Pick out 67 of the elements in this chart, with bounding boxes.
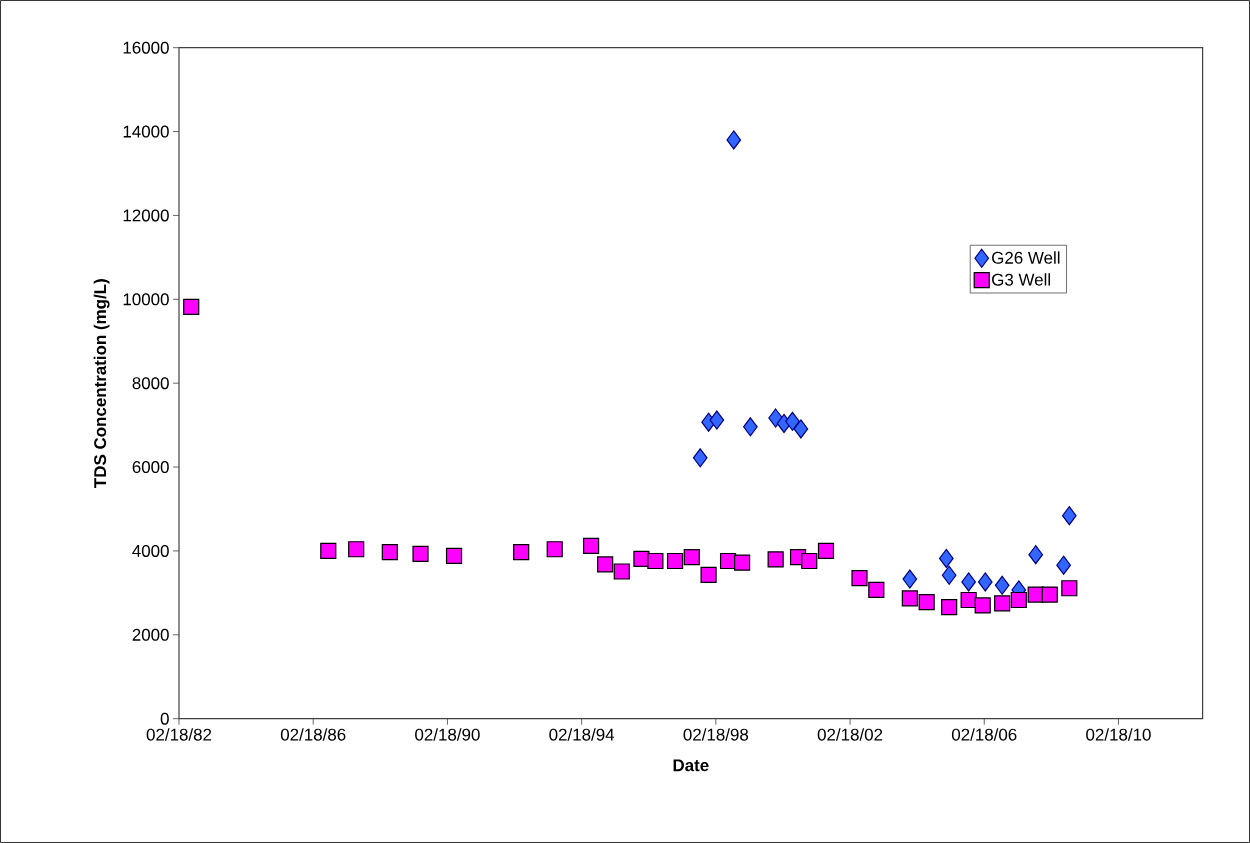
point [1056, 555, 1071, 575]
y-tick-label: 14000 [123, 125, 169, 138]
point [960, 591, 977, 609]
point [613, 563, 630, 580]
legend-label: G26 Well [992, 251, 1060, 264]
y-tick-label: 0 [160, 712, 169, 725]
point [597, 556, 614, 573]
point [666, 552, 684, 570]
point [994, 595, 1011, 612]
point [348, 541, 365, 558]
x-tick-label: 02/18/06 [951, 728, 1017, 741]
point [767, 551, 784, 568]
point [1010, 591, 1027, 609]
point [412, 545, 429, 562]
y-tick-label: 8000 [132, 377, 169, 390]
y-tick-label: 16000 [123, 41, 169, 54]
point [1028, 545, 1044, 565]
y-tick-label: 2000 [132, 628, 169, 641]
point [961, 572, 976, 592]
x-tick-label: 02/18/90 [415, 728, 480, 741]
point [974, 597, 991, 614]
point [583, 537, 600, 554]
point [938, 548, 954, 569]
point [700, 566, 717, 583]
x-tick-label: 02/18/82 [146, 728, 212, 741]
point [743, 417, 758, 437]
point [793, 419, 809, 439]
point [726, 130, 742, 150]
point [381, 544, 398, 561]
point [817, 542, 835, 560]
point [1061, 506, 1077, 526]
point [445, 547, 463, 565]
point [994, 575, 1010, 595]
x-axis-title: Date [673, 759, 709, 772]
x-tick-label: 02/18/86 [280, 728, 346, 741]
point [941, 565, 957, 585]
x-tick-label: 02/18/94 [549, 728, 615, 741]
point [977, 572, 993, 592]
y-tick-label: 10000 [123, 293, 169, 306]
point [320, 542, 337, 560]
point [918, 594, 935, 611]
point [183, 298, 200, 315]
point [1027, 586, 1044, 603]
point [734, 554, 751, 571]
point [647, 552, 664, 570]
point [801, 552, 818, 570]
y-tick-label: 12000 [123, 209, 169, 222]
point [902, 569, 918, 589]
legend-label: G3 Well [992, 273, 1050, 286]
point [901, 590, 918, 607]
y-tick-label: 6000 [132, 461, 169, 474]
point [785, 411, 800, 431]
y-tick-label: 4000 [132, 544, 169, 557]
point [709, 410, 725, 430]
x-tick-label: 02/18/98 [683, 728, 749, 741]
y-axis-title: TDS Concentration (mg/L) [93, 279, 110, 488]
x-tick-label: 02/18/02 [817, 728, 883, 741]
point [683, 549, 700, 566]
point [941, 599, 958, 616]
point [851, 570, 868, 587]
point [868, 581, 885, 599]
x-tick-label: 02/18/10 [1086, 728, 1151, 741]
point [513, 544, 530, 561]
point [546, 541, 563, 558]
point [1041, 586, 1058, 603]
point [1061, 580, 1078, 597]
point [692, 448, 708, 468]
